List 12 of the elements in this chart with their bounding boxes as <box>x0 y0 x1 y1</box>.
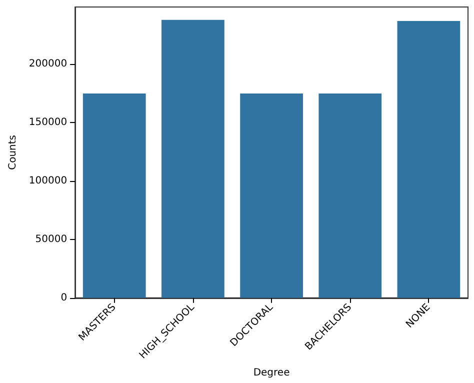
y-tick-label: 0 <box>60 292 68 304</box>
y-axis-title: Counts <box>8 134 18 170</box>
y-tick-label: 100000 <box>28 176 68 187</box>
y-tick-label: 150000 <box>28 117 68 128</box>
bar <box>162 20 224 298</box>
bar <box>82 93 146 298</box>
bar <box>240 93 303 298</box>
bar <box>397 21 460 298</box>
bar <box>318 93 382 298</box>
x-axis-title: Degree <box>253 368 290 378</box>
y-tick-label: 50000 <box>35 234 68 245</box>
y-tick-label: 200000 <box>28 58 68 70</box>
